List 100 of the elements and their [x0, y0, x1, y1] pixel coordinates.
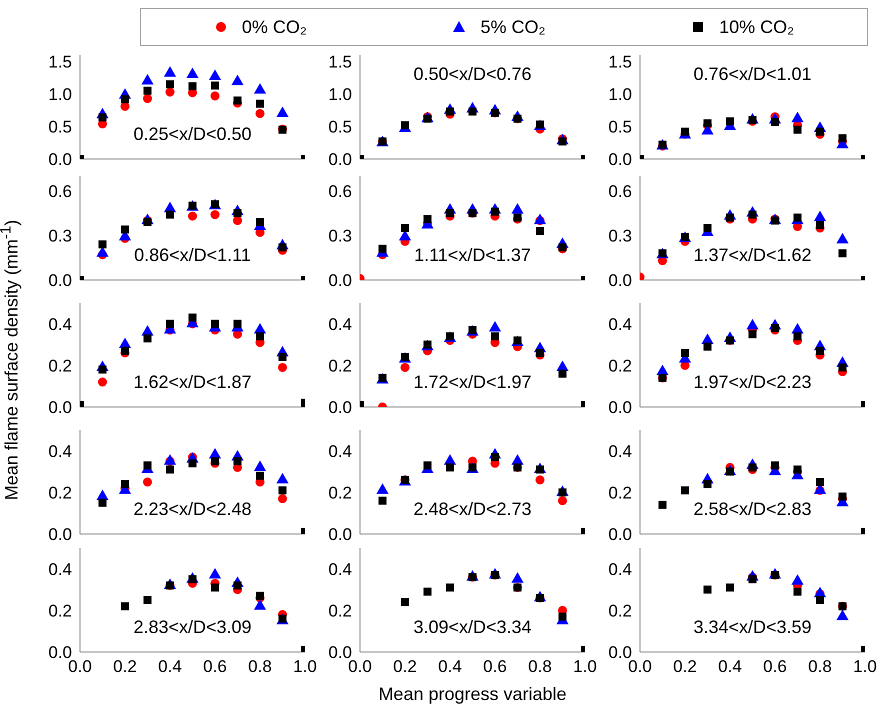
- point: [166, 466, 174, 474]
- point: [142, 94, 152, 104]
- point: [558, 370, 566, 378]
- annotation: 0.86<x/D<1.11: [133, 245, 252, 266]
- y-tick-label: 0.0: [608, 150, 632, 170]
- x-tick-label: 0.4: [158, 657, 182, 676]
- x-tick-label: 0.8: [528, 657, 552, 676]
- point: [816, 346, 824, 355]
- point: [794, 588, 802, 596]
- point: [121, 95, 129, 104]
- point: [424, 588, 432, 596]
- x-tick-label: 0.6: [763, 657, 787, 676]
- point: [98, 378, 108, 387]
- y-tick-label: 1.0: [328, 85, 352, 104]
- point: [278, 362, 288, 372]
- y-tick-label: 0.3: [328, 226, 352, 246]
- point: [121, 346, 129, 355]
- point: [256, 218, 264, 226]
- annotation: 1.62<x/D<1.87: [132, 372, 253, 393]
- y-tick-label: 0.2: [328, 356, 352, 376]
- x-tick-label: 0.4: [438, 657, 462, 676]
- y-tick-label: 0.4: [608, 314, 632, 334]
- point: [378, 244, 386, 253]
- y-tick-label: 0.3: [608, 226, 632, 246]
- y-tick-label: 0.6: [328, 182, 352, 201]
- point: [166, 210, 174, 219]
- point: [278, 353, 286, 362]
- point: [400, 362, 410, 372]
- point: [164, 454, 176, 465]
- x-tick-label: 0.0: [68, 657, 92, 676]
- point: [816, 221, 824, 230]
- point: [704, 224, 712, 232]
- y-tick-label: 0.4: [608, 560, 632, 579]
- y-tick-label: 0.4: [48, 314, 72, 334]
- legend-label: 10% CO₂: [719, 16, 794, 38]
- point: [794, 126, 802, 134]
- annotation: 3.34<x/D<3.59: [692, 617, 813, 638]
- y-tick-label: 0.2: [608, 601, 632, 620]
- point: [188, 314, 196, 322]
- point: [232, 216, 242, 226]
- point: [446, 463, 454, 472]
- y-tick-label: 0.0: [48, 150, 72, 170]
- y-tick-label: 0.4: [328, 314, 352, 334]
- y-tick-label: 0.2: [328, 601, 352, 620]
- point: [256, 100, 264, 108]
- point: [534, 214, 546, 224]
- point: [256, 332, 264, 340]
- point: [121, 225, 129, 234]
- annotation: 0.76<x/D<1.01: [692, 64, 813, 85]
- y-tick-label: 0.0: [48, 525, 72, 544]
- point: [144, 596, 152, 604]
- y-tick-label: 1.5: [48, 52, 72, 72]
- point: [838, 492, 846, 501]
- point: [446, 209, 454, 218]
- point: [558, 496, 568, 506]
- x-tick-label: 1.0: [293, 657, 317, 676]
- y-tick-label: 0.4: [328, 560, 352, 579]
- x-tick-label: 0.6: [483, 657, 507, 676]
- point: [211, 320, 219, 328]
- y-tick-label: 0.4: [328, 442, 352, 461]
- point: [188, 82, 196, 90]
- point: [210, 91, 220, 100]
- point: [446, 584, 454, 592]
- annotation: 3.09<x/D<3.34: [412, 617, 533, 638]
- point: [424, 461, 432, 470]
- point: [166, 320, 174, 328]
- point: [278, 494, 288, 504]
- point: [144, 86, 152, 95]
- point: [98, 498, 106, 507]
- legend-label: 0% CO₂: [242, 16, 307, 38]
- y-tick-label: 0.2: [328, 483, 352, 502]
- point: [144, 461, 152, 470]
- x-tick-label: 0.8: [248, 657, 272, 676]
- y-tick-label: 0.5: [48, 118, 72, 137]
- point: [234, 320, 242, 328]
- point: [234, 96, 242, 104]
- y-tick-label: 0.3: [48, 226, 72, 246]
- point: [704, 586, 712, 594]
- point: [401, 121, 409, 130]
- x-tick-label: 1.0: [853, 657, 877, 676]
- point: [255, 108, 265, 118]
- point: [726, 117, 734, 126]
- y-tick-label: 1.5: [328, 52, 352, 72]
- legend-label: 5% CO₂: [480, 16, 546, 38]
- y-tick-label: 0.2: [48, 356, 72, 376]
- annotation: 2.48<x/D<2.73: [412, 499, 533, 520]
- point: [836, 610, 849, 620]
- y-tick-label: 0.0: [608, 398, 632, 418]
- point: [121, 602, 129, 610]
- point: [142, 477, 152, 487]
- point: [704, 342, 712, 351]
- point: [211, 82, 219, 90]
- y-tick-label: 0.6: [608, 182, 632, 201]
- x-tick-label: 0.6: [203, 657, 227, 676]
- point: [120, 102, 130, 111]
- point: [536, 226, 544, 235]
- point: [376, 483, 389, 494]
- point: [188, 212, 198, 221]
- point: [536, 348, 544, 357]
- point: [188, 459, 196, 468]
